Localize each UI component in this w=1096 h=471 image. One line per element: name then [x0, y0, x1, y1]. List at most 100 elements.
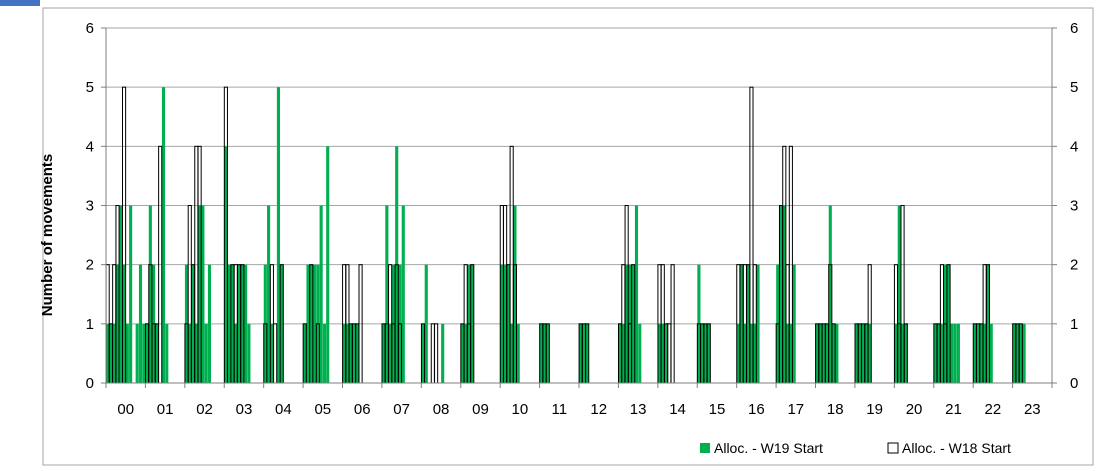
bar-w19	[621, 323, 625, 383]
bar-w19	[1022, 323, 1026, 383]
bar-w19	[129, 205, 133, 383]
bar-w19	[539, 323, 543, 383]
x-tick-label-08: 08	[433, 401, 450, 418]
bar-w19	[401, 205, 405, 383]
bar-w19	[822, 323, 826, 383]
bar-w19	[119, 205, 123, 383]
y-axis-left-ticks: 0 1 2 3 4 5 6	[86, 20, 94, 392]
x-tick-label-13: 13	[630, 401, 647, 418]
bar-w19	[868, 323, 872, 383]
bar-w19	[244, 264, 248, 383]
x-tick-label-01: 01	[157, 401, 174, 418]
x-tick-label-20: 20	[906, 401, 923, 418]
bar-w19	[897, 205, 901, 383]
y-axis-right-ticks: 0 1 2 3 4 5 6	[1070, 20, 1078, 392]
bar-w19	[247, 323, 251, 383]
bar-w19	[703, 323, 708, 383]
bar-w19	[631, 264, 635, 383]
bar-w19	[460, 323, 464, 383]
bar-w19	[779, 205, 783, 383]
x-tick-label-00: 00	[117, 401, 134, 418]
bar-w18	[273, 323, 278, 384]
bar-w19	[421, 323, 425, 383]
x-tick-label-19: 19	[866, 401, 883, 418]
bar-w19	[516, 323, 520, 383]
bar-w19	[352, 323, 356, 383]
bar-w19	[424, 264, 428, 383]
bar-w19	[753, 323, 757, 383]
bar-w19	[513, 205, 517, 383]
y-tick-label-right: 2	[1070, 257, 1078, 274]
bar-w19	[191, 264, 195, 383]
bar-w19	[756, 264, 760, 383]
bar-w19	[946, 264, 951, 383]
bar-w19	[825, 323, 829, 383]
x-tick-label-12: 12	[590, 401, 607, 418]
bar-w19	[145, 323, 149, 383]
bar-w19	[138, 264, 143, 383]
bar-w19	[542, 323, 547, 383]
bar-w19	[736, 323, 740, 383]
bar-w19	[109, 323, 113, 383]
bar-w19	[789, 323, 793, 383]
bar-w19	[198, 205, 202, 383]
bar-w19	[112, 323, 116, 383]
y-tick-label-left: 3	[86, 198, 94, 215]
bar-w19	[894, 323, 898, 383]
bar-w19	[280, 264, 284, 383]
x-tick-label-18: 18	[827, 401, 844, 418]
bar-w19	[345, 323, 349, 383]
bar-w19	[464, 323, 468, 383]
bar-w19	[503, 264, 507, 383]
bar-w19	[165, 323, 169, 383]
bar-w19	[933, 323, 937, 383]
bar-w19	[546, 323, 550, 383]
x-tick-label-02: 02	[196, 401, 213, 418]
bar-w19	[388, 323, 392, 383]
x-axis-ticks: 00 01 02 03 04 05 06 07 08 09 10 11 12 13 14 15 16 17 18 19…	[117, 401, 1040, 418]
y-tick-label-left: 0	[86, 375, 94, 392]
x-tick-label-17: 17	[787, 401, 804, 418]
bar-w19	[858, 323, 862, 383]
bar-w19	[188, 323, 192, 383]
x-tick-label-06: 06	[354, 401, 371, 418]
bar-w19	[276, 87, 281, 384]
bar-w19	[625, 264, 629, 383]
bar-w19	[224, 146, 228, 383]
x-tick-label-21: 21	[945, 401, 962, 418]
bar-w19	[937, 323, 941, 383]
bar-w19	[240, 264, 244, 383]
bar-w19	[979, 323, 983, 383]
gridlines	[106, 27, 1052, 325]
bar-w19	[500, 264, 504, 383]
bar-w19	[470, 264, 474, 383]
bar-w19	[161, 87, 166, 384]
bar-w19	[786, 323, 790, 383]
y-tick-label-right: 1	[1070, 316, 1078, 333]
bar-w19	[835, 323, 839, 383]
bar-w19	[864, 323, 868, 383]
bar-w19	[194, 323, 198, 383]
bar-w18	[667, 323, 672, 384]
bar-w19	[237, 264, 241, 383]
bar-w19	[313, 264, 317, 383]
x-tick-label-22: 22	[985, 401, 1002, 418]
bar-w18	[434, 323, 439, 384]
bar-w19	[950, 323, 954, 383]
bar-w19	[342, 323, 346, 383]
bar-w19	[355, 323, 359, 383]
x-tick-label-16: 16	[748, 401, 765, 418]
y-tick-label-right: 3	[1070, 198, 1078, 215]
x-tick-label-11: 11	[552, 401, 568, 418]
axes	[101, 27, 1057, 388]
bar-w19	[661, 323, 665, 383]
bar-w19	[861, 323, 865, 383]
y-tick-label-right: 0	[1070, 375, 1078, 392]
bar-w19	[818, 323, 822, 383]
bar-w19	[234, 323, 238, 383]
y-tick-label-right: 4	[1070, 138, 1078, 155]
bar-w19	[618, 323, 622, 383]
bar-w19	[700, 323, 704, 383]
x-tick-label-03: 03	[236, 401, 253, 418]
bar-w19	[815, 323, 819, 383]
